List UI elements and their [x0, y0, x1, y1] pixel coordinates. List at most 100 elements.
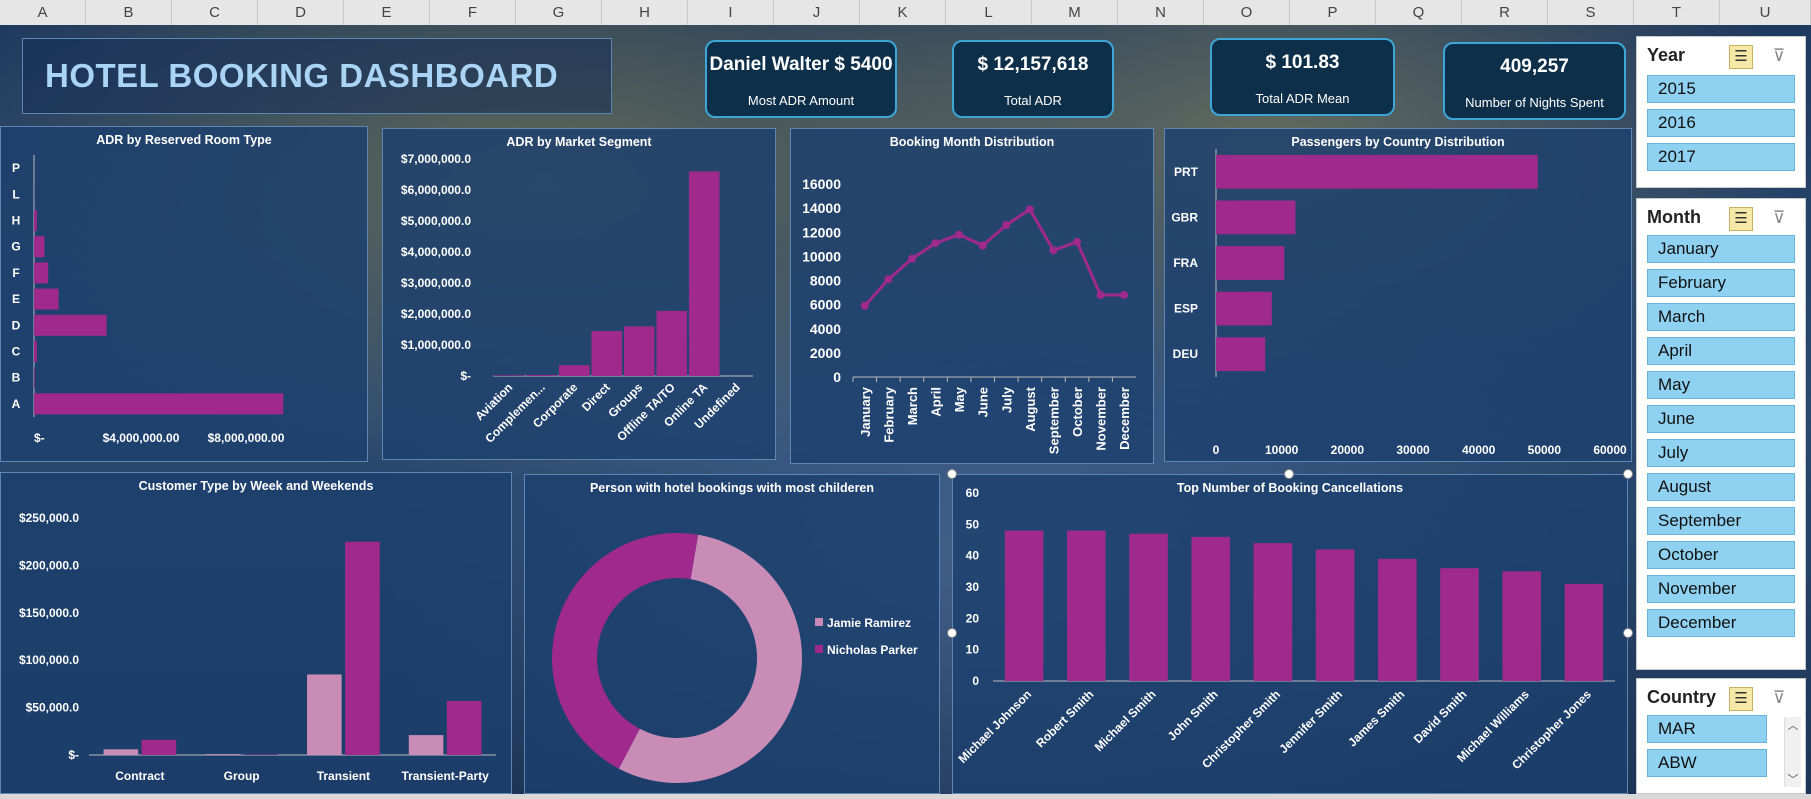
- resize-handle[interactable]: [947, 628, 957, 638]
- column-header-t[interactable]: T: [1634, 0, 1720, 25]
- column-header-h[interactable]: H: [602, 0, 688, 25]
- chart-panel-booking-month[interactable]: Booking Month Distribution 0 2000 4000 6000…: [790, 128, 1154, 464]
- column-header-f[interactable]: F: [430, 0, 516, 25]
- column-header-r[interactable]: R: [1462, 0, 1548, 25]
- dashboard-title-box: HOTEL BOOKING DASHBOARD: [22, 38, 612, 114]
- multi-select-icon[interactable]: ☰: [1729, 687, 1753, 711]
- chart-panel-market-segment[interactable]: ADR by Market Segment $- $1,000,000.0 $2,0…: [382, 128, 776, 460]
- bar: [34, 367, 35, 389]
- slicer-item-abw[interactable]: ABW: [1647, 749, 1767, 777]
- slicer-scrollbar[interactable]: ︿ ﹀: [1784, 717, 1801, 787]
- slicer-item-mar[interactable]: MAR: [1647, 715, 1767, 743]
- tick-label: 4000: [810, 321, 841, 337]
- data-point: [955, 230, 964, 239]
- chart-title: ADR by Reserved Room Type: [96, 133, 272, 147]
- chart-customer-type: $- $50,000.0 $100,000.0 $150,000.0 $200,000.…: [19, 511, 496, 783]
- clear-filter-icon[interactable]: ⊽: [1772, 208, 1786, 227]
- column-header-p[interactable]: P: [1290, 0, 1376, 25]
- tick-label: 16000: [802, 176, 841, 192]
- data-point: [907, 254, 916, 263]
- chart-panel-country[interactable]: Passengers by Country Distribution DEU ES…: [1164, 128, 1632, 462]
- column-header-s[interactable]: S: [1548, 0, 1634, 25]
- tick-label: Michael Johnson: [955, 687, 1034, 766]
- column-header-a[interactable]: A: [0, 0, 86, 25]
- slicer-item-july[interactable]: July: [1647, 439, 1795, 467]
- tick-label: $250,000.0: [19, 511, 79, 525]
- slicer-item-february[interactable]: February: [1647, 269, 1795, 297]
- tick-label: 30000: [1396, 443, 1430, 457]
- chart-panel-children[interactable]: Person with hotel bookings with most chi…: [524, 474, 940, 794]
- tick-label: 20000: [1331, 443, 1365, 457]
- column-header-e[interactable]: E: [344, 0, 430, 25]
- slicer-item-june[interactable]: June: [1647, 405, 1795, 433]
- chart-panel-room-type[interactable]: ADR by Reserved Room Type A B C D E F G H L P $- $4…: [0, 126, 368, 462]
- resize-handle[interactable]: [1623, 628, 1633, 638]
- clear-filter-icon[interactable]: ⊽: [1772, 688, 1786, 707]
- slicer-item-november[interactable]: November: [1647, 575, 1795, 603]
- scroll-up-icon[interactable]: ︿: [1787, 720, 1799, 732]
- clear-filter-icon[interactable]: ⊽: [1772, 46, 1786, 65]
- tick-label: Transient-Party: [401, 769, 489, 783]
- column-header-b[interactable]: B: [86, 0, 172, 25]
- chart-title: Person with hotel bookings with most chi…: [589, 481, 875, 495]
- slicer-item-2015[interactable]: 2015: [1647, 75, 1795, 103]
- tick-label: Transient: [317, 769, 370, 783]
- resize-handle[interactable]: [1623, 469, 1633, 479]
- slicer-item-december[interactable]: December: [1647, 609, 1795, 637]
- resize-handle[interactable]: [1284, 469, 1294, 479]
- slicer-item-march[interactable]: March: [1647, 303, 1795, 331]
- column-header-c[interactable]: C: [172, 0, 258, 25]
- slicer-year[interactable]: Year ☰ ⊽ 2015 2016 2017: [1636, 36, 1806, 188]
- tick-label: 12000: [802, 224, 841, 240]
- column-header-j[interactable]: J: [774, 0, 860, 25]
- tick-label: September: [1046, 387, 1061, 454]
- multi-select-icon[interactable]: ☰: [1729, 45, 1753, 69]
- column-header-l[interactable]: L: [946, 0, 1032, 25]
- tick-label: PRT: [1174, 165, 1199, 179]
- tick-label: June: [976, 387, 991, 417]
- slicer-item-2017[interactable]: 2017: [1647, 143, 1795, 171]
- bar: [141, 739, 177, 755]
- column-header-g[interactable]: G: [516, 0, 602, 25]
- column-header-d[interactable]: D: [258, 0, 344, 25]
- scroll-down-icon[interactable]: ﹀: [1787, 774, 1799, 786]
- kpi-total-adr-mean: $ 101.83 Total ADR Mean: [1210, 38, 1395, 116]
- tick-label: ESP: [1174, 302, 1198, 316]
- tick-label: $100,000.0: [19, 653, 79, 667]
- bar: [345, 541, 380, 755]
- kpi-label: Number of Nights Spent: [1465, 95, 1604, 110]
- bar: [1564, 583, 1604, 681]
- donut-slice: [618, 534, 802, 783]
- bar: [656, 310, 688, 376]
- tick-label: $4,000,000.00: [103, 431, 180, 445]
- bar: [1378, 558, 1417, 681]
- slicer-item-may[interactable]: May: [1647, 371, 1795, 399]
- column-header-u[interactable]: U: [1720, 0, 1811, 25]
- chart-panel-customer-type[interactable]: Customer Type by Week and Weekends $- $50…: [0, 472, 512, 794]
- slicer-item-2016[interactable]: 2016: [1647, 109, 1795, 137]
- column-header-k[interactable]: K: [860, 0, 946, 25]
- bar: [34, 341, 37, 362]
- slicer-item-january[interactable]: January: [1647, 235, 1795, 263]
- slicer-item-april[interactable]: April: [1647, 337, 1795, 365]
- slicer-month[interactable]: Month ☰ ⊽ January February March April May Ju…: [1636, 198, 1806, 670]
- column-header-m[interactable]: M: [1032, 0, 1118, 25]
- chart-cancellations: 0 10 20 30 40 50 60 Michael Johnson Robert Smith…: [955, 486, 1615, 772]
- column-header-n[interactable]: N: [1118, 0, 1204, 25]
- column-header-o[interactable]: O: [1204, 0, 1290, 25]
- bar: [1129, 533, 1168, 681]
- multi-select-icon[interactable]: ☰: [1729, 207, 1753, 231]
- slicer-country[interactable]: Country ☰ ⊽ MAR ABW ︿ ﹀: [1636, 678, 1806, 794]
- tick-label: DEU: [1173, 347, 1198, 361]
- slicer-item-august[interactable]: August: [1647, 473, 1795, 501]
- column-header-q[interactable]: Q: [1376, 0, 1462, 25]
- chart-panel-cancellations[interactable]: Top Number of Booking Cancellations 0 10 2…: [952, 474, 1628, 794]
- resize-handle[interactable]: [947, 469, 957, 479]
- bar: [558, 365, 590, 376]
- slicer-item-october[interactable]: October: [1647, 541, 1795, 569]
- column-header-i[interactable]: I: [688, 0, 774, 25]
- slicer-item-september[interactable]: September: [1647, 507, 1795, 535]
- tick-label: January: [858, 386, 873, 437]
- chart-title: Top Number of Booking Cancellations: [1176, 481, 1404, 495]
